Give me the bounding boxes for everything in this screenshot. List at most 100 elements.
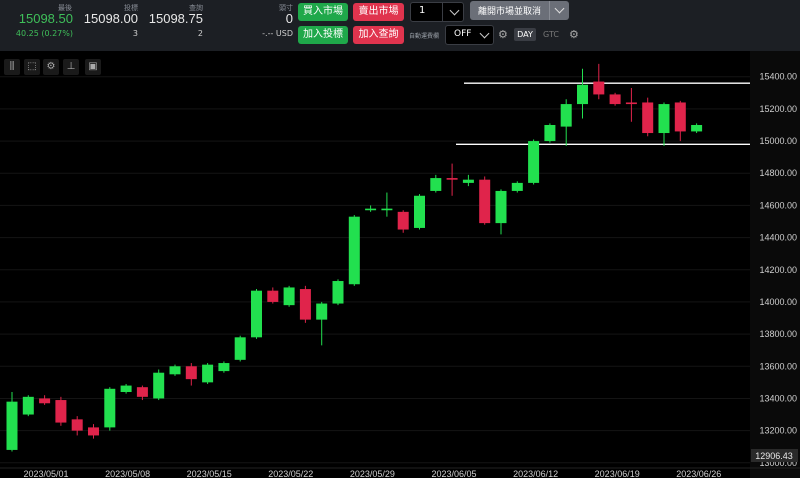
candle-down (299, 289, 311, 320)
candle-up (22, 396, 34, 415)
candle-up (348, 216, 360, 285)
candle-up (283, 287, 295, 306)
candle-up (691, 124, 703, 132)
flatten-cancel-button[interactable]: 離開市場並取消 (470, 1, 569, 20)
layout-icon[interactable]: ▣ (85, 59, 101, 75)
candle-down (267, 290, 279, 302)
date-tick-label: 2023/06/05 (431, 469, 476, 478)
y-tick-label: 13800.00 (759, 329, 797, 339)
candle-up (462, 179, 474, 183)
candle-series (6, 63, 703, 452)
price-axis: 13000.00 13200.00 13400.00 13600.00 13800.00… (750, 51, 800, 478)
date-tick-label: 2023/06/26 (676, 469, 721, 478)
flatten-cancel-label: 離開市場並取消 (478, 7, 542, 17)
candle-up (495, 190, 507, 224)
candle-up (544, 124, 556, 142)
candle-up (169, 366, 181, 375)
candle-up (234, 337, 246, 360)
quantity-divider (442, 3, 443, 21)
settings-icon[interactable]: ⚙ (43, 59, 59, 75)
bid-label: 投標 (124, 4, 138, 12)
auto-select[interactable]: OFF (445, 25, 494, 45)
y-tick-label: 14000.00 (759, 297, 797, 307)
candle-up (251, 290, 262, 338)
candle-up (560, 104, 572, 127)
date-tick-label: 2023/06/19 (595, 469, 640, 478)
chart-grid (0, 76, 750, 464)
candle-down (479, 179, 491, 224)
quantity-select[interactable]: 1 (410, 2, 464, 22)
candle-up (153, 372, 165, 399)
join-bid-button[interactable]: 加入投標 (298, 26, 348, 44)
y-tick-label: 13200.00 (759, 426, 797, 436)
y-tick-label: 15000.00 (759, 136, 797, 146)
candle-up (511, 182, 523, 191)
top-toolbar: 最後 15098.50 40.25 (0.27%) 投標 15098.00 3 … (0, 0, 800, 51)
candle-up (430, 178, 442, 191)
candle-down (136, 387, 148, 397)
date-axis: 2023/05/01 2023/05/08 2023/05/15 2023/05/22… (0, 467, 800, 478)
date-tick-label: 2023/05/15 (187, 469, 232, 478)
date-tick-label: 2023/05/22 (268, 469, 313, 478)
y-tick-label: 13000.00 (759, 458, 797, 468)
ask-price: 15098.75 (148, 11, 203, 26)
y-tick-label: 14400.00 (759, 233, 797, 243)
candle-down (593, 81, 605, 95)
candle-up (381, 208, 393, 211)
gear-icon[interactable]: ⚙ (498, 28, 508, 41)
y-tick-label: 15200.00 (759, 104, 797, 114)
join-ask-button[interactable]: 加入查詢 (353, 26, 404, 44)
candle-up (6, 401, 18, 450)
price-chart[interactable]: 13000.00 13200.00 13400.00 13600.00 13800.00… (0, 51, 800, 478)
crosshair-icon[interactable]: ⬚ (24, 59, 40, 75)
candle-down (39, 398, 51, 404)
candlestick-type-icon[interactable]: ⫼ (4, 59, 20, 75)
y-tick-label: 13400.00 (759, 393, 797, 403)
y-tick-label: 14600.00 (759, 200, 797, 210)
candle-down (397, 211, 409, 230)
horizontal-lines (456, 82, 750, 145)
chevron-down-icon (554, 3, 565, 14)
tif-day-button[interactable]: DAY (514, 28, 536, 41)
buy-market-button[interactable]: 買入市場 (298, 3, 348, 21)
ask-size: 2 (197, 29, 203, 38)
current-price-box (751, 449, 798, 462)
auto-label: 自動運費欄 (409, 33, 440, 40)
y-tick-label: 13600.00 (759, 361, 797, 371)
price-change: 40.25 (0.27%) (15, 29, 73, 38)
flatten-divider (549, 1, 550, 20)
candle-down (185, 366, 197, 380)
candle-up (332, 281, 344, 304)
position-label: 頭寸 (279, 4, 293, 12)
candle-down (625, 102, 637, 105)
candle-up (414, 195, 425, 228)
gear-icon[interactable]: ⚙ (569, 28, 579, 41)
current-price-label: 12906.43 (755, 451, 793, 461)
position-pnl: -.-- USD (262, 29, 293, 38)
bid-price: 15098.00 (83, 11, 138, 26)
chevron-down-icon (449, 5, 460, 16)
candle-up (316, 303, 328, 320)
quantity-value: 1 (419, 5, 426, 16)
tif-gtc-button[interactable]: GTC (543, 30, 559, 39)
y-tick-label: 15400.00 (759, 72, 797, 82)
bid-size: 3 (132, 29, 138, 38)
date-tick-label: 2023/05/01 (23, 469, 68, 478)
candle-up (365, 208, 377, 211)
auto-value: OFF (454, 29, 472, 39)
indicator-icon[interactable]: ⊥ (63, 59, 79, 75)
candle-up (658, 104, 670, 134)
candle-down (642, 102, 654, 134)
candle-up (577, 84, 588, 105)
sell-market-button[interactable]: 賣出市場 (353, 3, 404, 21)
candle-down (674, 102, 686, 132)
date-tick-label: 2023/05/29 (350, 469, 395, 478)
candle-down (55, 400, 67, 423)
candle-down (71, 419, 83, 431)
candle-up (528, 141, 540, 183)
y-tick-label: 14800.00 (759, 168, 797, 178)
last-price-label: 最後 (58, 4, 72, 12)
ask-label: 查詢 (189, 4, 203, 12)
last-price-value: 15098.50 (18, 11, 73, 26)
chevron-down-icon (479, 28, 490, 39)
